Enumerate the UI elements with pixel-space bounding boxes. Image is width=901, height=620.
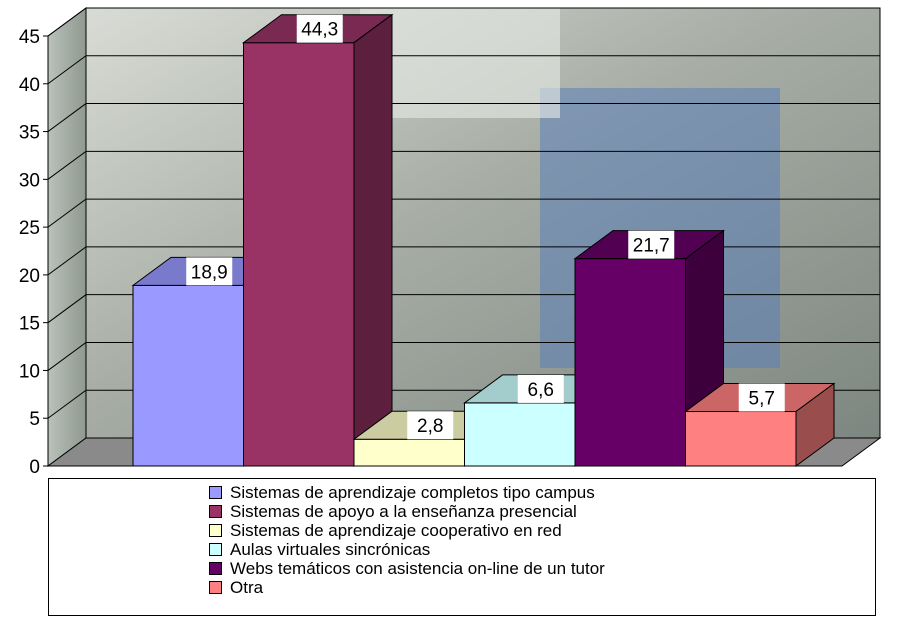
data-label-box <box>186 257 233 286</box>
data-label: 21,7 <box>628 230 675 259</box>
data-label-box <box>738 383 785 412</box>
legend-label: Otra <box>230 578 264 597</box>
data-label-text: 44,3 <box>301 20 338 41</box>
data-label-box <box>296 14 343 43</box>
y-tick-label: 25 <box>19 218 40 239</box>
data-label-box <box>407 411 454 440</box>
bars <box>131 13 836 467</box>
bar-front <box>353 438 465 467</box>
photo-light-patch <box>360 8 560 118</box>
legend-label: Sistemas de aprendizaje cooperativo en r… <box>230 521 562 540</box>
gridline <box>47 198 880 228</box>
data-label: 18,9 <box>186 257 233 286</box>
data-label: 2,8 <box>407 411 454 440</box>
legend-item: Sistemas de aprendizaje completos tipo c… <box>209 483 605 502</box>
legend-swatch <box>209 505 222 518</box>
side-wall <box>47 7 87 467</box>
bar-front <box>132 284 244 467</box>
bar-front <box>685 411 797 467</box>
legend-swatch <box>209 524 222 537</box>
data-label-text: 2,8 <box>417 416 443 437</box>
y-tick-label: 15 <box>19 314 40 335</box>
legend-label: Aulas virtuales sincrónicas <box>230 540 431 559</box>
y-tick-label: 10 <box>19 361 40 382</box>
y-tick-label: 20 <box>19 266 40 287</box>
legend-list: Sistemas de aprendizaje completos tipo c… <box>209 483 605 597</box>
legend-swatch <box>209 543 222 556</box>
y-tick-label: 0 <box>29 457 40 478</box>
y-tick-label: 45 <box>19 27 40 48</box>
legend-label: Webs temáticos con asistencia on-line de… <box>230 559 605 578</box>
legend-item: Webs temáticos con asistencia on-line de… <box>209 559 605 578</box>
bar-front <box>574 258 686 467</box>
bar-front <box>243 42 355 467</box>
gridline <box>47 103 880 132</box>
data-label-box <box>517 374 564 403</box>
data-label: 6,6 <box>517 374 564 403</box>
legend: Sistemas de aprendizaje completos tipo c… <box>48 478 876 616</box>
legend-item: Aulas virtuales sincrónicas <box>209 540 605 559</box>
bar-chart: 0 5 10 15 20 25 30 35 40 45 18,9 44,3 2,8 6,6 21,7 5,7 <box>19 7 882 478</box>
bar <box>683 382 836 467</box>
gridline <box>47 7 880 37</box>
bar-front <box>464 402 576 467</box>
y-tick-label: 30 <box>19 170 40 191</box>
y-tick-label: 40 <box>19 75 40 96</box>
gridline <box>47 150 880 180</box>
data-label-text: 5,7 <box>749 389 775 410</box>
legend-label: Sistemas de apoyo a la enseñanza presenc… <box>230 502 577 521</box>
legend-swatch <box>209 562 222 575</box>
data-label: 5,7 <box>738 383 785 412</box>
legend-swatch <box>209 581 222 594</box>
bar-side <box>353 13 393 467</box>
data-label: 44,3 <box>296 14 343 43</box>
data-label-box <box>628 230 675 259</box>
legend-item: Otra <box>209 578 605 597</box>
y-tick-label: 5 <box>29 409 40 430</box>
legend-item: Sistemas de apoyo a la enseñanza presenc… <box>209 502 605 521</box>
data-label-text: 21,7 <box>633 236 670 257</box>
legend-swatch <box>209 486 222 499</box>
bar-side <box>795 382 835 467</box>
data-label-text: 18,9 <box>191 262 228 283</box>
data-labels: 18,9 44,3 2,8 6,6 21,7 5,7 <box>186 14 785 440</box>
legend-label: Sistemas de aprendizaje completos tipo c… <box>230 483 595 502</box>
y-tick-label: 35 <box>19 123 40 144</box>
gridline <box>47 55 880 85</box>
value-axis: 0 5 10 15 20 25 30 35 40 45 <box>19 27 49 478</box>
legend-item: Sistemas de aprendizaje cooperativo en r… <box>209 521 605 540</box>
data-label-text: 6,6 <box>528 380 554 401</box>
bar <box>241 13 394 467</box>
